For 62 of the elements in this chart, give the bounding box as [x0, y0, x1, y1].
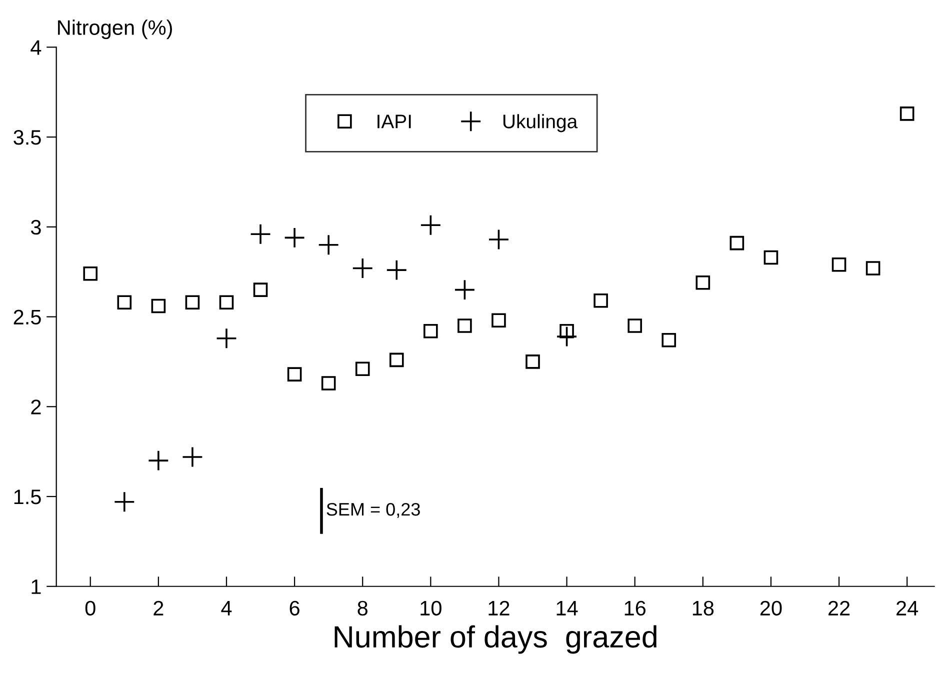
point — [148, 450, 170, 472]
point — [662, 332, 676, 348]
y-tick-label: 2 — [31, 400, 41, 414]
y-tick-label: 4 — [30, 40, 42, 55]
point — [866, 261, 880, 276]
point — [253, 282, 268, 297]
x-tick-label: 6 — [290, 600, 300, 616]
y-tick-label: 1 — [32, 580, 41, 594]
point — [526, 354, 540, 369]
legend-label: Ukulinga — [503, 114, 578, 132]
y-tick-label: 1.5 — [14, 490, 41, 504]
x-tick-label: 4 — [221, 601, 232, 616]
point — [458, 318, 472, 333]
point — [556, 326, 578, 348]
point — [151, 298, 166, 314]
point — [764, 250, 778, 265]
x-tick-label: 8 — [358, 600, 368, 616]
point — [492, 313, 506, 328]
point — [389, 352, 404, 368]
point — [355, 362, 370, 376]
point — [219, 295, 234, 310]
point — [900, 106, 914, 121]
point — [318, 234, 340, 256]
point — [117, 295, 132, 310]
x-tick-label: 16 — [624, 600, 646, 616]
legend-label: IAPI — [378, 114, 411, 128]
point — [386, 259, 408, 281]
point — [454, 279, 476, 300]
y-tick-label: 2.5 — [14, 310, 41, 325]
x-tick-label: 14 — [556, 601, 578, 616]
point — [321, 376, 336, 390]
point — [832, 258, 846, 272]
point — [114, 491, 136, 513]
annotation: SEM = 0,23 — [326, 502, 420, 518]
x-tick-label: 18 — [692, 600, 714, 616]
x-tick-label: 10 — [420, 600, 442, 616]
point — [83, 266, 98, 281]
x-axis-title: Number of days grazed — [334, 625, 656, 654]
point — [185, 295, 200, 310]
y-tick-label: 3.5 — [14, 130, 41, 145]
point — [488, 228, 510, 250]
point — [250, 223, 272, 245]
x-tick-label: 2 — [154, 600, 164, 616]
point — [594, 293, 608, 308]
point — [730, 236, 744, 250]
point — [424, 324, 438, 338]
point — [287, 367, 302, 382]
x-tick-label: 12 — [488, 600, 510, 616]
x-tick-label: 20 — [760, 600, 782, 616]
x-tick-label: 22 — [828, 600, 850, 616]
y-tick-label: 3 — [30, 220, 41, 235]
point — [420, 214, 442, 236]
x-tick-label: 24 — [896, 600, 918, 616]
x-tick-label: 0 — [85, 600, 96, 616]
point — [628, 318, 642, 333]
point — [182, 446, 204, 468]
point — [216, 328, 238, 349]
point — [352, 258, 374, 279]
point — [696, 275, 710, 290]
point — [560, 324, 574, 338]
point — [284, 227, 306, 248]
y-axis-title: Nitrogen (%) — [58, 20, 172, 40]
